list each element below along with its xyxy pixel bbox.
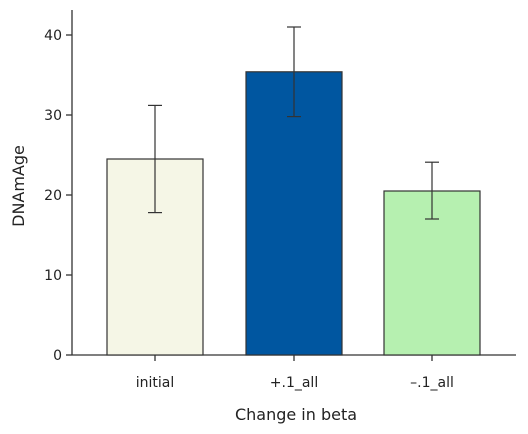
x-tick-label: initial <box>136 375 175 391</box>
y-axis-title: DNAmAge <box>9 145 28 227</box>
y-ticks: 0 10 20 30 40 <box>44 28 72 364</box>
y-tick-label: 20 <box>44 188 62 204</box>
error-bar-2 <box>287 26 301 118</box>
bar-3 <box>383 190 481 356</box>
bar-2 <box>245 71 343 356</box>
y-tick-label: 30 <box>44 108 62 124</box>
x-axis-title: Change in beta <box>235 405 357 424</box>
y-tick-label: 10 <box>44 268 62 284</box>
x-axis: initial +.1_all –.1_all <box>72 354 516 391</box>
y-tick-label: 0 <box>53 348 62 364</box>
x-tick-label: +.1_all <box>270 375 318 391</box>
y-tick-label: 40 <box>44 28 62 44</box>
x-ticks: initial +.1_all –.1_all <box>136 355 454 391</box>
error-bar-1 <box>148 104 162 214</box>
x-tick-label: –.1_all <box>410 375 454 391</box>
error-bars <box>148 26 439 220</box>
error-bar-3 <box>425 161 439 220</box>
y-axis: 0 10 20 30 40 <box>44 10 73 364</box>
